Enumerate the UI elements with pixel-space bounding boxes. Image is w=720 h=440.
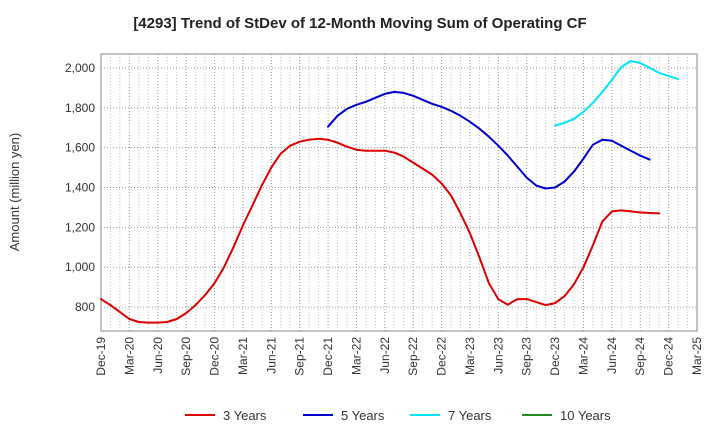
x-tick-label: Jun-24 (605, 337, 619, 374)
y-axis-ticks: 800 1,000 1,200 1,400 1,600 1,800 2,000 (65, 61, 95, 314)
x-tick-label: Mar-23 (463, 337, 477, 375)
x-tick-label: Jun-20 (151, 337, 165, 374)
chart-title: [4293] Trend of StDev of 12-Month Moving… (133, 15, 586, 32)
x-axis-ticks: Dec-19 Mar-20 Jun-20 Sep-20 Dec-20 Mar-21 Jun-… (94, 337, 704, 376)
y-tick-label: 1,000 (65, 260, 95, 274)
x-tick-label: Dec-23 (548, 337, 562, 376)
legend-label: 5 Years (341, 408, 385, 423)
x-tick-label: Jun-23 (491, 337, 505, 374)
y-axis-label: Amount (million yen) (7, 133, 22, 252)
y-tick-label: 2,000 (65, 61, 95, 75)
y-tick-label: 1,400 (65, 181, 95, 195)
x-tick-label: Mar-21 (236, 337, 250, 375)
series-line-7-years (554, 60, 680, 127)
y-tick-label: 1,600 (65, 141, 95, 155)
x-tick-label: Mar-22 (349, 337, 363, 375)
series-layer (100, 60, 680, 324)
x-tick-label: Sep-20 (179, 337, 193, 376)
x-tick-label: Sep-22 (406, 337, 420, 376)
x-tick-label: Dec-21 (321, 337, 335, 376)
gridlines (101, 54, 697, 331)
series-line-3-years (100, 137, 661, 324)
x-tick-label: Mar-24 (576, 337, 590, 375)
x-tick-label: Dec-20 (208, 337, 222, 376)
x-tick-label: Jun-21 (264, 337, 278, 374)
x-tick-label: Mar-20 (122, 337, 136, 375)
legend-label: 10 Years (560, 408, 611, 423)
x-tick-label: Jun-22 (378, 337, 392, 374)
x-tick-label: Sep-21 (293, 337, 307, 376)
x-tick-label: Dec-24 (662, 337, 676, 376)
x-tick-label: Sep-23 (520, 337, 534, 376)
x-tick-label: Sep-24 (633, 337, 647, 376)
series-line-5-years (327, 90, 651, 190)
legend: 3 Years 5 Years 7 Years 10 Years (185, 408, 611, 423)
legend-label: 7 Years (448, 408, 492, 423)
x-tick-label: Mar-25 (690, 337, 704, 375)
y-tick-label: 1,800 (65, 101, 95, 115)
y-tick-label: 1,200 (65, 220, 95, 234)
x-tick-label: Dec-22 (435, 337, 449, 376)
plot-frame (100, 53, 698, 332)
x-tick-label: Dec-19 (94, 337, 108, 376)
y-tick-label: 800 (75, 300, 95, 314)
legend-label: 3 Years (223, 408, 267, 423)
